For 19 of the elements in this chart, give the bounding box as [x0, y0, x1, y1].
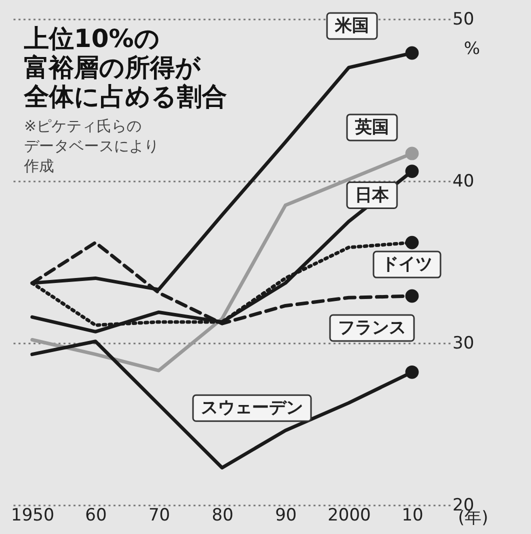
y-tick-label: 40	[452, 172, 474, 192]
x-tick-label: 2000	[328, 506, 371, 526]
series-label: フランス	[338, 318, 406, 338]
y-tick-label: 50	[452, 10, 474, 30]
annotation: ※ピケティ氏らのデータベースにより作成	[23, 117, 159, 175]
y-axis-title: %	[464, 39, 480, 59]
x-tick-label: 90	[275, 506, 297, 526]
series-label: 米国	[334, 16, 370, 36]
text: 上位10%の富裕層の所得が全体に占める割合	[23, 24, 227, 111]
series-label: スウェーデン	[201, 398, 304, 418]
x-tick-label: 10	[402, 506, 424, 526]
series-label: 英国	[354, 117, 390, 138]
x-tick-label: 60	[85, 506, 107, 526]
y-tick-label: 30	[452, 334, 474, 354]
x-tick-label: 1950	[11, 506, 54, 526]
x-tick-label: 80	[212, 506, 234, 526]
series-label: 日本	[355, 185, 390, 206]
series-label: ドイツ	[382, 254, 433, 275]
x-tick-label: 70	[148, 506, 170, 526]
